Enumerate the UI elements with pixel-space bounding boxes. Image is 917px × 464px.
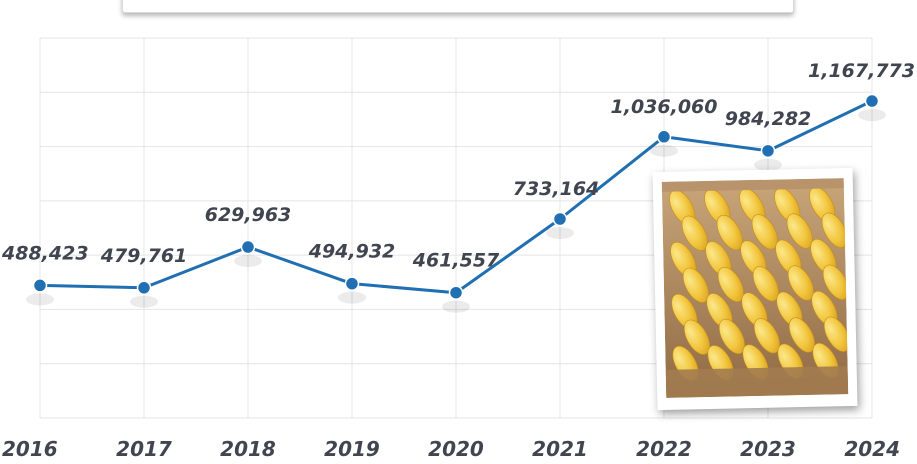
marker-shadow: [858, 109, 886, 122]
marker-shadow: [442, 300, 470, 313]
mango-crate-photo: [652, 167, 858, 411]
data-point-2024: [864, 93, 880, 109]
mango-icon: [717, 266, 744, 303]
data-point-2023: [760, 143, 776, 159]
data-label-2023: 984,282: [725, 108, 812, 130]
marker-shadow: [130, 295, 158, 308]
series-markers: [32, 93, 880, 300]
marker-shadow: [650, 144, 678, 157]
mango-icon: [718, 318, 746, 355]
data-label-2021: 733,164: [513, 178, 600, 200]
mango-icon: [788, 317, 816, 353]
x-axis-ticks: 2016 2017 2018 2019 2020 2021 2022 2023 2024: [2, 437, 900, 461]
x-tick-2018: 2018: [220, 437, 276, 461]
data-point-2017: [136, 280, 152, 296]
x-tick-2016: 2016: [2, 437, 58, 461]
mango-icon: [753, 318, 781, 354]
data-point-2018: [240, 239, 256, 255]
x-tick-2020: 2020: [428, 437, 484, 461]
marker-shadow: [546, 226, 574, 239]
data-point-2022: [656, 129, 672, 145]
data-label-2024: 1,167,773: [808, 60, 915, 82]
data-point-2020: [448, 285, 464, 300]
mango-crate-photo-icon: [661, 178, 849, 398]
data-label-2017: 479,761: [100, 245, 188, 267]
x-tick-2023: 2023: [740, 437, 796, 461]
mango-icon: [821, 212, 848, 248]
data-labels: 488,423 479,761 629,963 494,932 461,557 733,1…: [1, 60, 915, 272]
marker-shadow: [754, 158, 782, 171]
x-tick-2017: 2017: [116, 437, 172, 461]
mango-icon: [823, 316, 849, 352]
mango-icon: [716, 214, 743, 251]
mango-icon: [681, 215, 708, 251]
data-label-2016: 488,423: [1, 242, 89, 264]
data-label-2022: 1,036,060: [611, 96, 718, 118]
mango-icon: [787, 265, 814, 301]
x-tick-2021: 2021: [532, 437, 588, 461]
data-label-2019: 494,932: [308, 241, 396, 263]
mango-icon: [752, 266, 779, 302]
data-point-2016: [32, 278, 48, 293]
marker-shadow: [234, 255, 262, 268]
mango-icon: [683, 319, 711, 355]
marker-shadow: [26, 293, 54, 306]
data-label-2018: 629,963: [205, 204, 292, 226]
marker-shadow: [338, 291, 366, 304]
x-tick-2024: 2024: [844, 437, 900, 461]
mango-icon: [751, 214, 778, 250]
data-point-2019: [344, 276, 360, 291]
data-label-2020: 461,557: [412, 250, 500, 272]
x-tick-2019: 2019: [324, 437, 380, 461]
mango-icon: [822, 264, 849, 300]
x-tick-2022: 2022: [636, 437, 692, 461]
marker-shadows: [26, 109, 886, 313]
mango-icon: [682, 267, 709, 303]
chart-title-box: [122, 0, 794, 13]
data-point-2021: [552, 211, 568, 227]
mango-icon: [786, 213, 813, 249]
